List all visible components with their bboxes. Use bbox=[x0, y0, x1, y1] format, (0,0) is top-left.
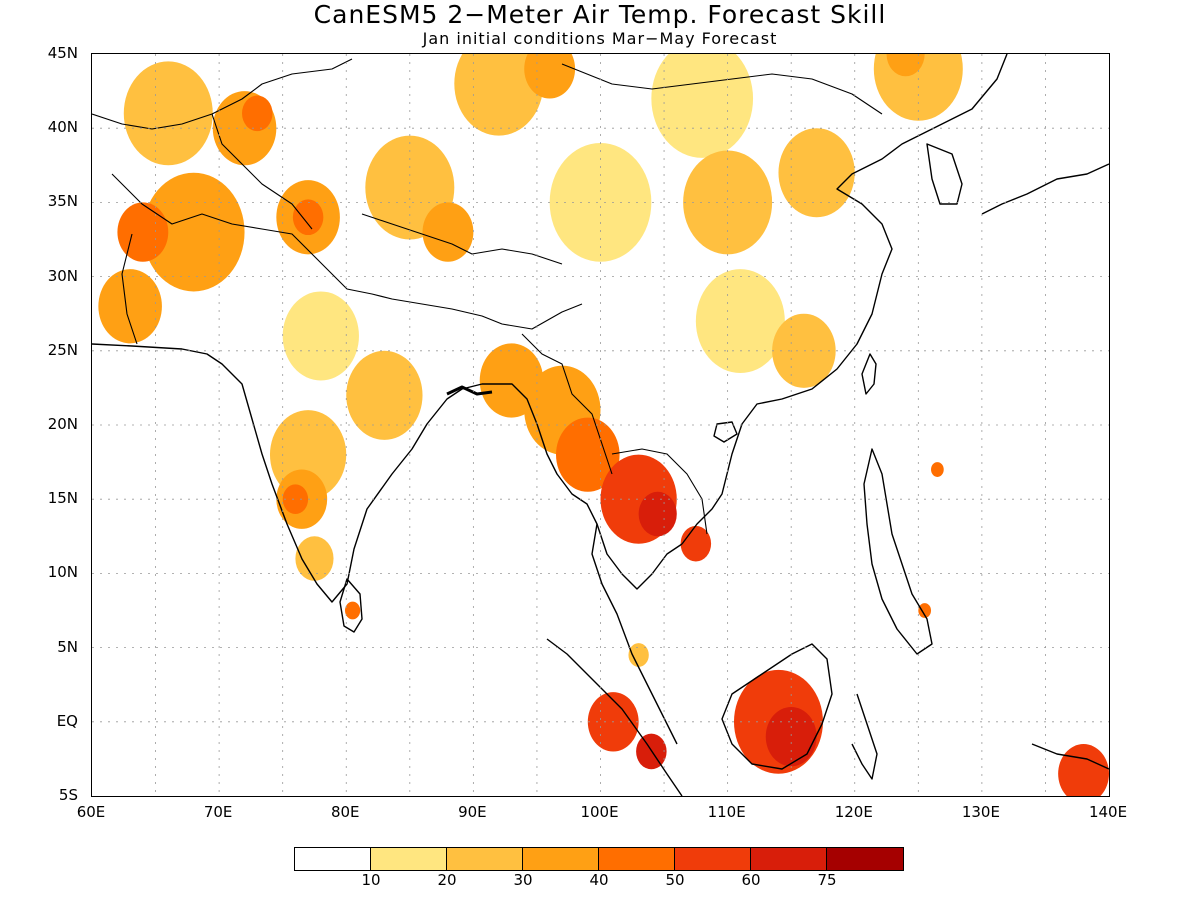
lat-label: 10N bbox=[47, 563, 78, 582]
lon-label: 120E bbox=[834, 803, 873, 821]
skill-region-19 bbox=[422, 202, 474, 262]
border-interior-4 bbox=[521, 333, 613, 475]
skill-region-32 bbox=[918, 603, 932, 618]
lat-label: 40N bbox=[47, 118, 78, 137]
lon-label: 80E bbox=[330, 803, 360, 821]
skill-region-9 bbox=[778, 128, 855, 218]
skill-region-39 bbox=[765, 706, 817, 767]
lon-label: 60E bbox=[76, 803, 106, 821]
lat-label: EQ bbox=[56, 711, 78, 730]
colorbar-swatch bbox=[675, 848, 751, 870]
colorbar-label: 40 bbox=[589, 871, 609, 889]
colorbar-swatch bbox=[523, 848, 599, 870]
lat-label: 15N bbox=[47, 489, 78, 508]
coastline-sumatra bbox=[546, 638, 683, 796]
lon-label: 140E bbox=[1088, 803, 1128, 821]
skill-region-4 bbox=[123, 61, 213, 166]
skill-region-11 bbox=[346, 350, 423, 440]
skill-region-37 bbox=[1058, 744, 1109, 796]
lat-label: 5N bbox=[57, 637, 78, 656]
coastline-borneo bbox=[721, 643, 833, 770]
colorbar-swatch bbox=[751, 848, 827, 870]
border-interior-1 bbox=[111, 173, 583, 330]
skill-region-2 bbox=[695, 269, 785, 374]
coastline-hainan bbox=[713, 421, 738, 443]
map-canvas bbox=[92, 54, 1109, 796]
coastline-india bbox=[92, 343, 463, 603]
skill-region-13 bbox=[295, 536, 334, 581]
coastline-new-guinea bbox=[1031, 743, 1109, 770]
coastline-philippines bbox=[863, 448, 933, 655]
colorbar-label: 20 bbox=[437, 871, 457, 889]
border-interior-3 bbox=[211, 113, 313, 230]
colorbar-label: 50 bbox=[665, 871, 685, 889]
colorbar-label: 30 bbox=[513, 871, 533, 889]
border-interior-2 bbox=[92, 58, 353, 130]
lat-label: 25N bbox=[47, 340, 78, 359]
colorbar-label: 10 bbox=[361, 871, 381, 889]
border-interior-5 bbox=[611, 448, 708, 535]
coastline-layer bbox=[92, 54, 1109, 796]
lat-label: 5S bbox=[58, 786, 78, 804]
skill-region-38 bbox=[638, 491, 677, 537]
map-plot-area bbox=[91, 53, 1110, 797]
border-interior-6 bbox=[121, 233, 138, 345]
coastline-south-china bbox=[681, 54, 1008, 545]
skill-region-26 bbox=[242, 95, 273, 132]
colorbar-swatch bbox=[447, 848, 523, 870]
colorbar-swatch bbox=[295, 848, 371, 870]
skill-region-14 bbox=[628, 643, 649, 667]
bengal-delta bbox=[446, 385, 493, 396]
skill-region-31 bbox=[931, 462, 944, 477]
skill-region-1 bbox=[651, 54, 754, 158]
colorbar-label: 60 bbox=[741, 871, 761, 889]
coastline-taiwan bbox=[861, 353, 877, 395]
graticule-layer bbox=[92, 54, 1109, 796]
lon-label: 110E bbox=[707, 803, 746, 821]
lat-label: 20N bbox=[47, 415, 78, 433]
skill-region-0 bbox=[549, 143, 652, 262]
lon-label: 100E bbox=[580, 803, 619, 821]
skill-region-10 bbox=[772, 313, 836, 388]
colorbar-swatch bbox=[371, 848, 447, 870]
skill-region-25 bbox=[117, 202, 169, 262]
skill-region-7 bbox=[683, 150, 773, 255]
lon-label: 70E bbox=[203, 803, 233, 821]
skill-region-16 bbox=[98, 269, 162, 344]
skill-region-27 bbox=[292, 199, 324, 236]
map-subtitle: Jan initial conditions Mar−May Forecast bbox=[422, 29, 778, 48]
colorbar-swatch bbox=[827, 848, 903, 870]
lon-label: 130E bbox=[961, 803, 1000, 821]
coastline-malay-peninsula bbox=[591, 523, 678, 745]
map-title: CanESM5 2−Meter Air Temp. Forecast Skill bbox=[313, 0, 887, 29]
skill-region-30 bbox=[556, 417, 620, 492]
lat-label: 35N bbox=[47, 192, 78, 211]
skill-region-3 bbox=[282, 291, 359, 381]
colorbar bbox=[294, 847, 904, 871]
skill-region-15 bbox=[142, 172, 245, 292]
skill-region-29 bbox=[344, 601, 361, 620]
lon-label: 90E bbox=[458, 803, 487, 821]
coastline-korea bbox=[926, 143, 963, 205]
colorbar-label: 75 bbox=[817, 871, 837, 889]
lat-label: 45N bbox=[47, 44, 78, 62]
coastline-sulawesi bbox=[851, 693, 878, 780]
border-interior-7 bbox=[361, 213, 563, 265]
skill-region-6 bbox=[454, 54, 544, 136]
lat-label: 30N bbox=[47, 266, 78, 285]
colorbar-swatch bbox=[599, 848, 675, 870]
skill-region-21 bbox=[886, 54, 925, 77]
border-interior-8 bbox=[561, 63, 883, 115]
coastline-bay-of-bengal bbox=[461, 383, 683, 590]
skill-region-28 bbox=[282, 484, 309, 515]
coastline-japan bbox=[981, 163, 1109, 215]
coastline-sri-lanka bbox=[339, 578, 363, 633]
